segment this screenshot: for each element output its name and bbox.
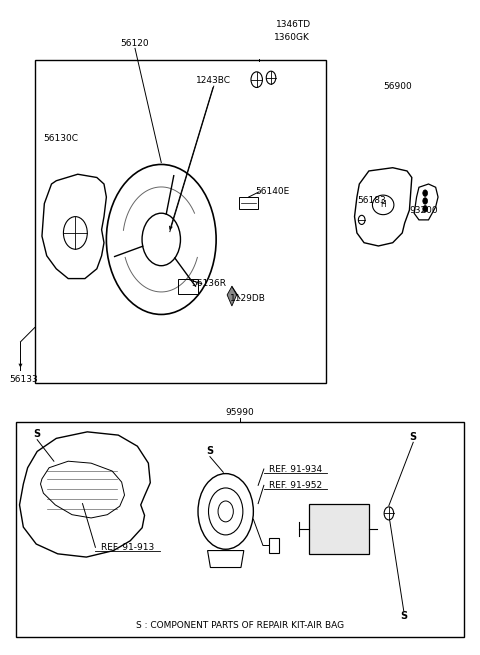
Text: 95990: 95990	[226, 408, 254, 417]
Text: 56136R: 56136R	[192, 279, 227, 288]
Text: 56133: 56133	[10, 375, 38, 384]
Text: 1243BC: 1243BC	[196, 77, 231, 85]
Bar	[269, 538, 279, 553]
Text: S : COMPONENT PARTS OF REPAIR KIT-AIR BAG: S : COMPONENT PARTS OF REPAIR KIT-AIR BA…	[136, 621, 344, 630]
Text: 1129DB: 1129DB	[230, 294, 266, 303]
Circle shape	[423, 198, 428, 204]
Circle shape	[423, 206, 428, 212]
Text: S: S	[206, 447, 214, 457]
Text: 56183: 56183	[357, 196, 385, 205]
Text: 1360GK: 1360GK	[274, 33, 310, 42]
Bar	[178, 279, 198, 293]
Text: REF. 91-934: REF. 91-934	[269, 464, 323, 474]
Text: 56120: 56120	[120, 39, 149, 48]
Text: REF. 91-952: REF. 91-952	[269, 481, 323, 490]
Text: 56140E: 56140E	[255, 187, 289, 196]
Text: 56900: 56900	[383, 82, 412, 90]
Bar	[239, 197, 258, 209]
Text: S: S	[400, 610, 407, 621]
Polygon shape	[227, 286, 237, 306]
Text: 56130C: 56130C	[44, 134, 79, 143]
Text: 1346TD: 1346TD	[276, 20, 311, 29]
Circle shape	[423, 190, 428, 196]
Bar	[16, 422, 464, 637]
Bar	[309, 504, 369, 555]
Text: H: H	[380, 200, 386, 210]
Text: 93200: 93200	[409, 206, 438, 215]
Bar	[35, 60, 326, 383]
Text: REF. 91-913: REF. 91-913	[101, 543, 155, 552]
Text: S: S	[409, 432, 417, 442]
Text: S: S	[34, 430, 41, 440]
